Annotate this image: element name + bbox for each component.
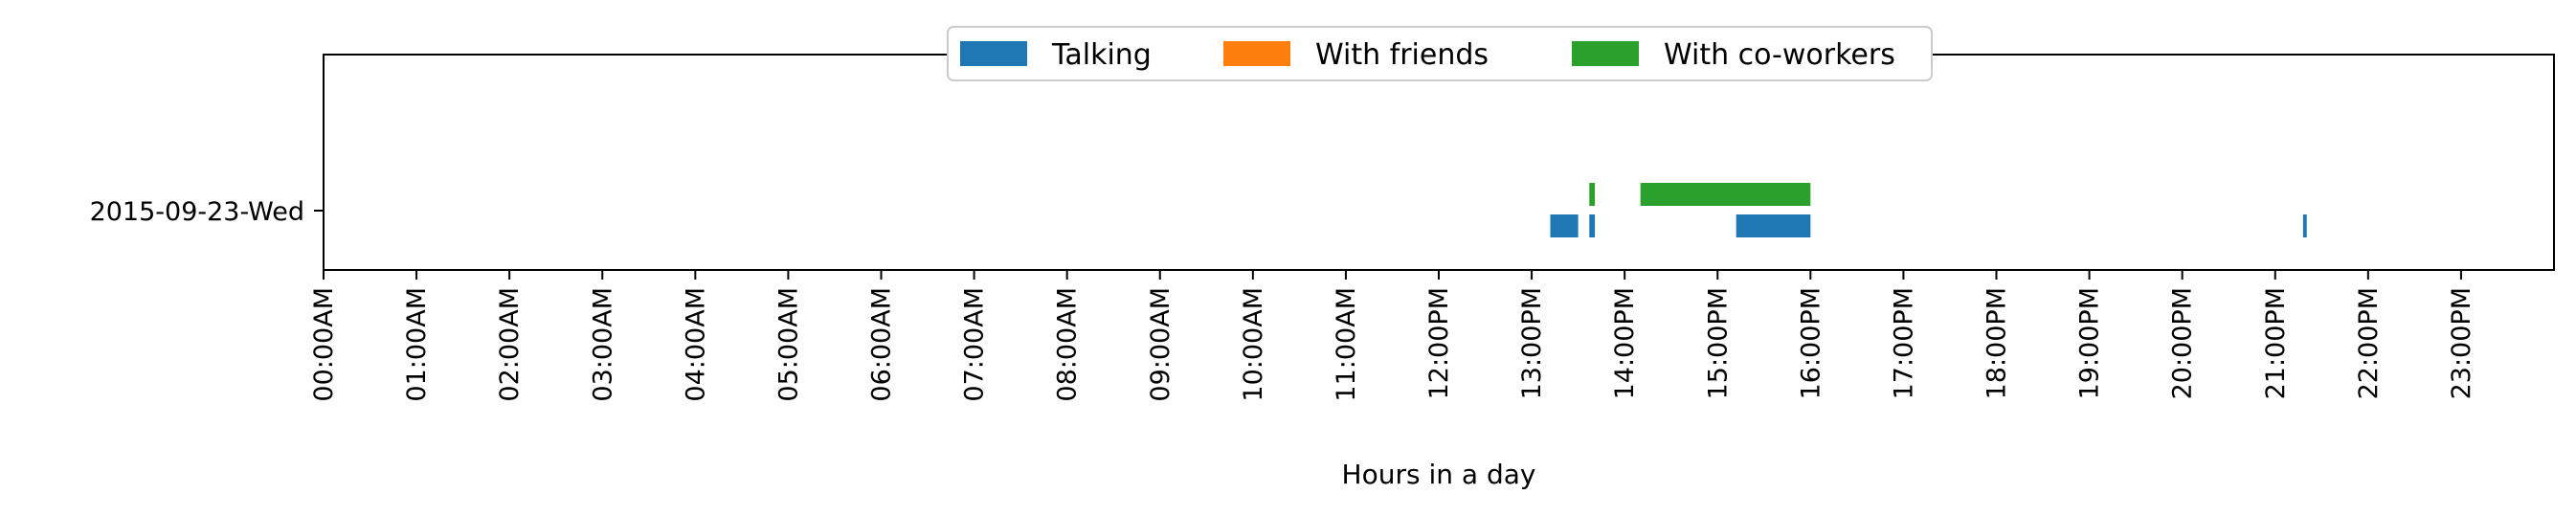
x-tick-label: 13:00PM [1517,287,1547,399]
x-tick-label: 20:00PM [2168,287,2198,399]
legend-frame [947,26,1933,81]
bar-talking-1 [1589,214,1596,237]
legend-label: Talking [1051,38,1152,72]
legend-label: With friends [1315,38,1489,72]
x-tick-label: 00:00AM [309,287,339,402]
x-tick-label: 10:00AM [1239,287,1268,402]
legend: Talking With friends With co-workers [947,26,1933,81]
x-tick-label: 09:00AM [1146,287,1176,402]
legend-label: With co-workers [1664,38,1895,72]
x-tick-label: 06:00AM [867,287,897,402]
x-tick-label: 08:00AM [1053,287,1083,402]
x-tick-label: 11:00AM [1332,287,1361,402]
x-tick-label: 16:00PM [1796,287,1826,399]
x-tick-label: 14:00PM [1610,287,1640,399]
bar-with-co-workers-1 [1640,183,1811,206]
x-tick-label: 02:00AM [495,287,525,402]
bar-talking-2 [1736,214,1811,237]
legend-swatch [960,41,1027,66]
x-tick-label: 22:00PM [2354,287,2384,399]
x-axis-label: Hours in a day [1342,459,1536,490]
x-tick-label: 05:00AM [773,287,803,402]
x-tick-label: 23:00PM [2447,287,2476,399]
bars-layer [1550,183,2307,237]
legend-swatch [1572,41,1639,66]
x-tick-label: 21:00PM [2261,287,2291,399]
x-tick-label: 01:00AM [402,287,432,402]
x-tick-label: 17:00PM [1889,287,1918,399]
x-tick-label: 19:00PM [2075,287,2105,399]
x-tick-label: 18:00PM [1982,287,2012,399]
bar-talking-0 [1550,214,1579,237]
x-tick-label: 15:00PM [1703,287,1733,399]
x-tick-label: 04:00AM [681,287,710,402]
x-tick-label: 03:00AM [588,287,617,402]
y-axis: 2015-09-23-Wed [90,197,324,227]
legend-swatch [1223,41,1290,66]
y-tick-label: 2015-09-23-Wed [90,197,304,227]
bar-talking-3 [2302,214,2307,237]
x-tick-label: 07:00AM [960,287,990,402]
plot-area [323,54,2555,271]
bar-with-co-workers-0 [1589,183,1596,206]
x-tick-label: 12:00PM [1424,287,1454,399]
x-axis: 00:00AM 01:00AM 02:00AM 03:00AM 04:00AM 05:00… [309,270,2476,402]
